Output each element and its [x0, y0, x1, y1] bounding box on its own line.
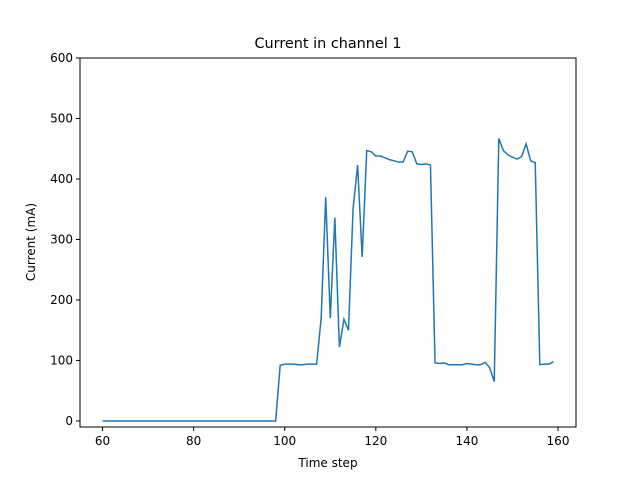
y-axis-label: Current (mA) — [24, 203, 38, 281]
data-line — [102, 138, 554, 422]
x-tick-label: 60 — [95, 434, 110, 448]
y-tick-label: 400 — [50, 172, 73, 186]
x-tick-label: 100 — [273, 434, 296, 448]
y-tick-label: 0 — [65, 414, 73, 428]
x-tick-label: 140 — [455, 434, 478, 448]
x-tick-label: 120 — [364, 434, 387, 448]
y-tick-label: 200 — [50, 293, 73, 307]
y-tick-label: 500 — [50, 111, 73, 125]
chart-title: Current in channel 1 — [255, 36, 402, 52]
y-tick-label: 100 — [50, 353, 73, 367]
x-axis-label: Time step — [297, 456, 357, 470]
y-tick-label: 300 — [50, 232, 73, 246]
y-tick-label: 600 — [50, 51, 73, 65]
plot-frame — [79, 57, 577, 428]
x-tick-label: 80 — [186, 434, 201, 448]
x-tick-label: 160 — [547, 434, 570, 448]
